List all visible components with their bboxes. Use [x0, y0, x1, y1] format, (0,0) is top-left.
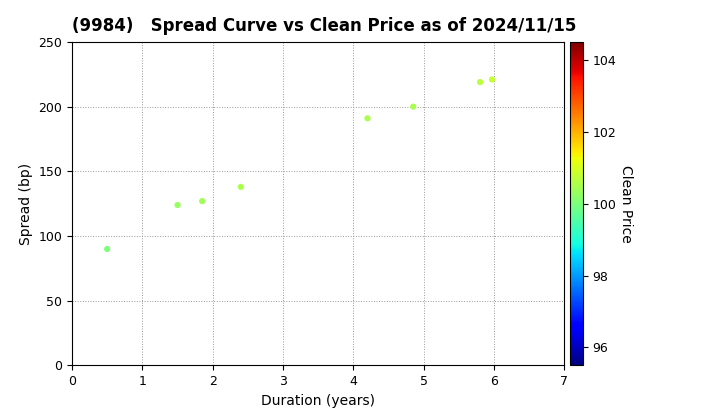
Point [235, 184, 247, 190]
X-axis label: Duration (years): Duration (years) [261, 394, 375, 408]
Point [102, 246, 113, 252]
Y-axis label: Clean Price: Clean Price [619, 165, 633, 243]
Text: (9984)   Spread Curve vs Clean Price as of 2024/11/15: (9984) Spread Curve vs Clean Price as of… [72, 17, 577, 35]
Point [172, 202, 184, 208]
Point [474, 79, 486, 85]
Y-axis label: Spread (bp): Spread (bp) [19, 163, 33, 245]
Point [486, 76, 498, 83]
Point [361, 115, 373, 122]
Point [408, 103, 419, 110]
Point [197, 198, 208, 205]
